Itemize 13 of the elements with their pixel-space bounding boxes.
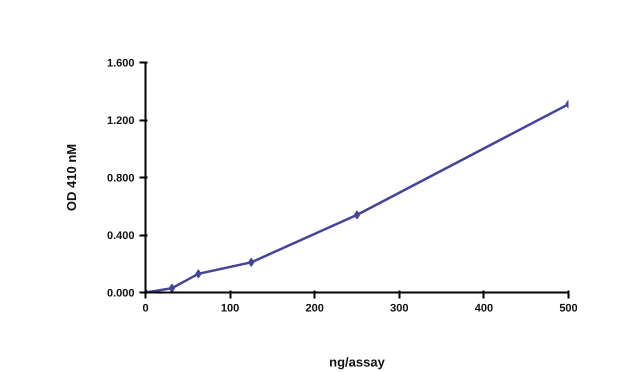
x-tick-label: 400 <box>474 302 494 314</box>
y-tick-label: 1.600 <box>106 58 135 70</box>
y-tick-label: 0.400 <box>106 230 135 242</box>
x-axis-title: ng/assay <box>329 354 386 370</box>
x-tick-label: 0 <box>142 302 149 314</box>
y-tick-label: 0.000 <box>106 288 135 300</box>
y-tick-label: 0.800 <box>106 172 135 184</box>
y-axis-title: OD 410 nM <box>64 144 79 212</box>
x-tick-label: 200 <box>306 302 324 314</box>
x-tick-label: 300 <box>390 302 408 314</box>
x-tick-label: 100 <box>220 302 240 314</box>
x-tick-label: 500 <box>559 302 578 314</box>
y-tick-label: 1.200 <box>106 115 135 127</box>
